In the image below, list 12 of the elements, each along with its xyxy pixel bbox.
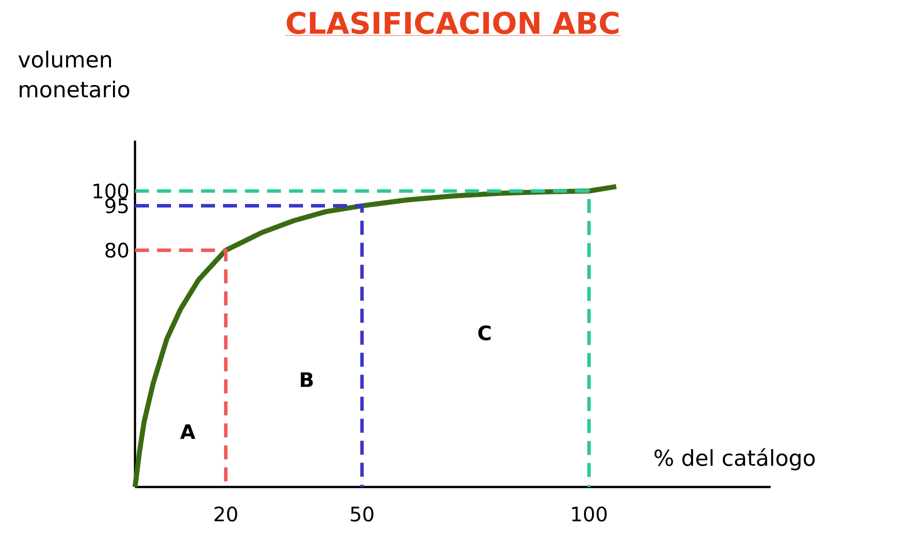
annotation: B (300, 372, 313, 387)
y-tick-label: 80 (105, 242, 128, 258)
chart-title: CLASIFICACION ABC (286, 12, 618, 34)
y-tick-label: 95 (105, 198, 128, 214)
y-axis-title: volumen monetario (18, 50, 130, 98)
x-tick-label: 20 (214, 506, 238, 522)
annotation: C (478, 325, 491, 340)
x-tick-label: 100 (572, 506, 607, 522)
y-tick-label: 100 (94, 183, 128, 199)
x-tick-label: 50 (350, 506, 374, 522)
annotation: A (180, 424, 196, 439)
x-axis-title: % del catálogo (654, 448, 815, 470)
